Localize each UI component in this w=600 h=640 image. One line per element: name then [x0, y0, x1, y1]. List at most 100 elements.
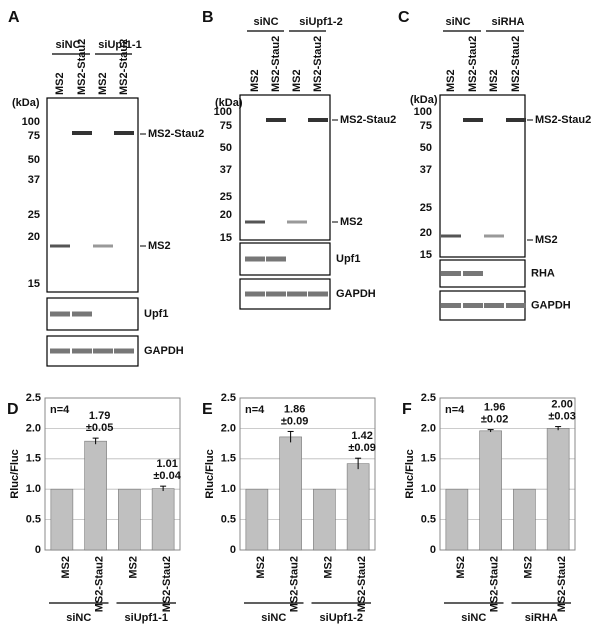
band-label: MS2	[148, 240, 171, 252]
x-tick-label: MS2-Stau2	[489, 556, 501, 612]
blot-frame	[46, 97, 139, 293]
lane-label: MS2-Stau2	[270, 36, 282, 92]
lane-label: MS2	[291, 69, 303, 92]
marker-label: 15	[420, 249, 432, 261]
panel-label: B	[202, 9, 214, 26]
y-tick-label: 2.5	[26, 392, 41, 404]
group-label: siUpf1-2	[299, 16, 342, 28]
band	[266, 291, 286, 297]
band	[72, 311, 92, 317]
error-label: ±0.09	[281, 415, 308, 427]
strip-label: GAPDH	[336, 288, 376, 300]
value-label: 1.42	[351, 430, 372, 442]
lane-label: MS2	[249, 69, 261, 92]
group-label: siUpf1-1	[98, 39, 141, 51]
band	[287, 220, 307, 224]
band	[50, 244, 70, 248]
error-label: ±0.02	[481, 414, 508, 426]
error-label: ±0.05	[86, 422, 113, 434]
x-tick-label: MS2-Stau2	[161, 556, 173, 612]
y-tick-label: 0	[35, 544, 41, 556]
band	[506, 303, 526, 308]
marker-label: 37	[420, 164, 432, 176]
marker-label: 75	[220, 120, 232, 132]
bar	[546, 428, 570, 551]
x-tick-label: MS2	[255, 556, 267, 579]
marker-label: 15	[28, 278, 40, 290]
error-label: ±0.04	[153, 470, 181, 482]
panel-label: D	[7, 401, 19, 418]
bar	[513, 488, 536, 551]
marker-label: 50	[420, 142, 432, 154]
x-tick-label: MS2	[322, 556, 334, 579]
marker-label: 20	[420, 227, 432, 239]
panel-label: F	[402, 401, 412, 418]
band	[114, 131, 134, 135]
bar	[479, 430, 502, 551]
marker-label: 75	[420, 120, 432, 132]
band	[441, 234, 461, 238]
bar	[50, 488, 74, 551]
strip-label: GAPDH	[144, 345, 184, 357]
bar	[445, 488, 469, 551]
band	[72, 348, 92, 354]
marker-label: 50	[28, 154, 40, 166]
marker-label: 75	[28, 130, 40, 142]
annotation: n=4	[245, 404, 265, 416]
plot-frame	[439, 397, 576, 551]
group-label: siUpf1-1	[125, 612, 168, 624]
marker-label: 100	[214, 106, 232, 118]
band-label: MS2	[340, 216, 363, 228]
lane-label: MS2-Stau2	[510, 36, 522, 92]
y-tick-label: 0.5	[26, 514, 41, 526]
group-label: siNC	[253, 16, 278, 28]
lane-label: MS2	[445, 69, 457, 92]
bar	[245, 488, 269, 551]
strip-label: RHA	[531, 267, 555, 279]
y-axis-label: Rluc/Fluc	[204, 449, 216, 499]
band	[114, 348, 134, 354]
group-label: siUpf1-2	[320, 612, 363, 624]
group-label: siNC	[445, 16, 470, 28]
band	[50, 311, 70, 317]
band	[72, 131, 92, 135]
y-tick-label: 0.5	[421, 514, 436, 526]
strip-label: Upf1	[144, 308, 168, 320]
band	[245, 220, 265, 224]
x-tick-label: MS2-Stau2	[556, 556, 568, 612]
y-tick-label: 2.0	[26, 422, 41, 434]
marker-label: 25	[28, 209, 40, 221]
band	[308, 291, 328, 297]
band	[463, 303, 483, 308]
value-label: 2.00	[551, 398, 572, 410]
marker-label: 20	[220, 209, 232, 221]
strip-label: Upf1	[336, 253, 360, 265]
panel-label: C	[398, 9, 410, 26]
lane-label: MS2	[97, 72, 109, 95]
band	[287, 291, 307, 297]
band-label: MS2-Stau2	[535, 114, 591, 126]
marker-label: 100	[414, 106, 432, 118]
group-label: siRHA	[525, 612, 558, 624]
y-tick-label: 1.0	[421, 483, 436, 495]
y-tick-label: 0	[430, 544, 436, 556]
value-label: 1.86	[284, 403, 305, 415]
bar	[151, 488, 175, 551]
y-tick-label: 0.5	[221, 514, 236, 526]
kda-title: (kDa)	[410, 94, 438, 106]
band	[266, 118, 286, 122]
bar	[313, 488, 336, 551]
x-tick-label: MS2	[455, 556, 467, 579]
band	[484, 303, 504, 308]
x-tick-label: MS2	[60, 556, 72, 579]
band	[93, 348, 113, 354]
bar	[346, 463, 370, 551]
y-tick-label: 1.5	[26, 453, 41, 465]
y-tick-label: 2.5	[421, 392, 436, 404]
kda-title: (kDa)	[12, 97, 40, 109]
marker-label: 20	[28, 231, 40, 243]
band	[441, 271, 461, 276]
error-label: ±0.03	[548, 410, 575, 422]
marker-label: 100	[22, 116, 40, 128]
